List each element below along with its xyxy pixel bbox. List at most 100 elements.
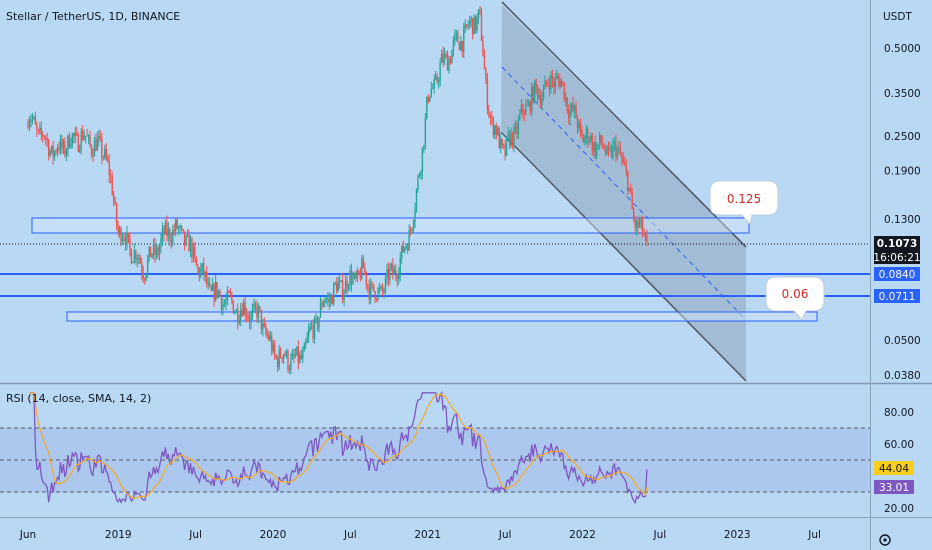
candle-down [374, 291, 376, 300]
candle-down [58, 148, 60, 150]
candle-down [479, 9, 481, 13]
time-axis[interactable]: Jun 2019 Jul 2020 Jul 2021 Jul 2022 Jul 2023 Jul [19, 529, 821, 541]
resistance-zone[interactable] [31, 217, 750, 234]
candle-down [43, 136, 45, 138]
candle-down [501, 138, 503, 145]
candle-down [45, 137, 47, 139]
candle-down [76, 132, 78, 134]
candle-down [241, 309, 243, 316]
candle-up [67, 135, 69, 151]
candle-down [130, 249, 133, 264]
candle-down [495, 125, 497, 135]
candle-down [624, 162, 626, 166]
candle-up [306, 336, 308, 343]
candle-down [365, 271, 367, 285]
channel-median-line[interactable] [501, 66, 747, 321]
candle-down [548, 83, 551, 90]
candle-up [635, 220, 638, 229]
callout-target-1[interactable]: 0.125 [709, 180, 779, 226]
candle-down [37, 129, 40, 131]
candle-up [146, 259, 149, 275]
candle-down [86, 135, 88, 137]
candle-down [229, 292, 232, 295]
rsi-line[interactable] [29, 390, 648, 505]
candle-down [446, 54, 449, 71]
support-zone[interactable] [66, 311, 818, 322]
candle-down [101, 138, 103, 158]
price-tick-label: 0.5000 [884, 43, 921, 55]
candle-up [79, 149, 81, 152]
candle-up [405, 245, 407, 248]
candle-down [256, 306, 258, 318]
support-1-text: 0.0840 [879, 269, 916, 281]
candle-up [302, 351, 304, 359]
candle-down [312, 325, 314, 338]
candle-down [120, 228, 122, 243]
candle-down [381, 286, 384, 292]
candle-down [576, 118, 579, 129]
candle-down [197, 265, 199, 269]
rsi-value-text: 44.04 [879, 463, 909, 475]
candle-down [195, 257, 198, 266]
callout-target-1-text: 0.125 [727, 192, 761, 206]
candle-down [36, 124, 38, 130]
candle-up [349, 270, 351, 286]
candle-down [523, 112, 526, 115]
candle-down [220, 296, 223, 310]
candle-up [452, 40, 455, 51]
candle-up [590, 135, 592, 141]
rsi-sma-badge: 33.01 [874, 480, 914, 494]
candle-up [262, 323, 264, 330]
candle-down [492, 117, 495, 135]
callout-target-2[interactable]: 0.06 [765, 276, 825, 321]
candle-up [389, 267, 391, 280]
channel-lower-line[interactable] [500, 131, 747, 382]
candle-down [392, 263, 394, 274]
rsi-sma-text: 33.01 [879, 482, 909, 494]
candle-up [598, 135, 601, 145]
candle-up [62, 141, 65, 149]
candle-up [160, 238, 162, 248]
candle-down [231, 294, 233, 301]
candle-down [409, 230, 412, 232]
candle-down [442, 53, 444, 62]
candle-down [600, 135, 602, 143]
rsi-pane[interactable] [0, 385, 870, 517]
price-axis[interactable]: 0.5000 0.3500 0.2500 0.1900 0.1300 0.0500 0.03… [884, 43, 921, 382]
rsi-tick-60: 60.00 [884, 439, 914, 451]
candle-down [375, 299, 378, 300]
candle-up [414, 209, 416, 222]
candle-down [641, 217, 644, 233]
candle-up [573, 105, 576, 111]
candle-up [596, 146, 598, 157]
candle-down [582, 136, 585, 143]
candle-down [488, 109, 490, 116]
candle-down [114, 200, 116, 204]
candle-up [380, 286, 382, 289]
candle-up [448, 59, 450, 71]
candle-up [344, 280, 347, 294]
time-tick-label: Jul [653, 529, 667, 541]
candle-down [436, 76, 438, 83]
candle-up [528, 101, 530, 106]
candle-up [377, 288, 379, 300]
candle-down [350, 270, 353, 284]
candle-up [217, 290, 220, 296]
gear-icon[interactable] [879, 534, 891, 546]
candle-up [541, 98, 543, 106]
candle-up [56, 148, 59, 152]
rsi-sma-line[interactable] [29, 392, 648, 499]
candle-down [516, 126, 518, 134]
candle-up [584, 137, 586, 143]
rsi-value-badge: 44.04 [874, 461, 914, 475]
candle-down [396, 276, 399, 280]
channel-upper-line[interactable] [501, 1, 747, 248]
candle-down [300, 355, 302, 359]
time-tick-label: Jul [498, 529, 512, 541]
candle-down [142, 272, 144, 279]
countdown-text: 16:06:21 [873, 252, 920, 264]
candle-series[interactable] [27, 5, 648, 375]
candle-up [421, 147, 424, 172]
